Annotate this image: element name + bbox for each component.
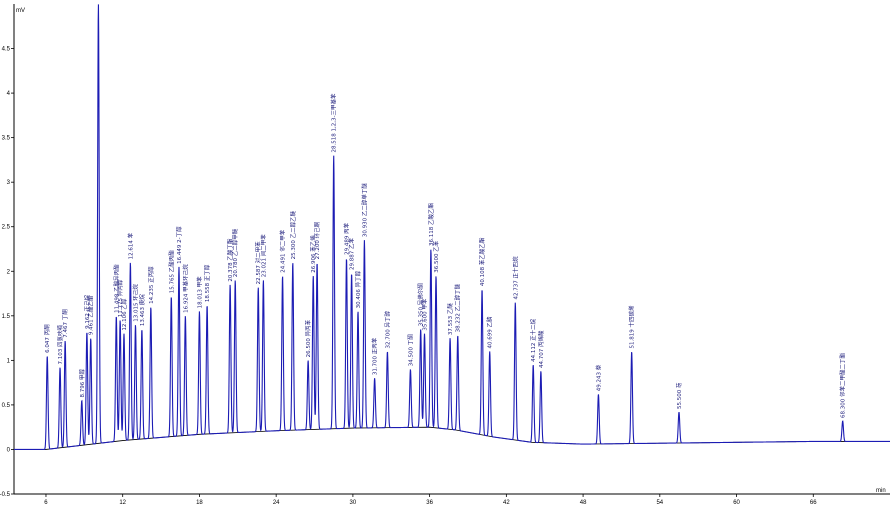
peak-label: 27.200 环己酮 — [314, 221, 321, 259]
x-tick-label: 30 — [350, 500, 357, 506]
x-tick-label: 66 — [810, 500, 817, 506]
peak-label: 18.558 正丁醇 — [203, 264, 211, 302]
peak-label: 29.887 乙苯 — [348, 238, 356, 270]
peak-label: 15.765 乙酸丙酯 — [167, 250, 175, 293]
peak-label: 26.906 苯乙烯 — [309, 235, 317, 273]
peak-label: 7.467 丁酮 — [62, 309, 69, 338]
y-tick-label: 2 — [7, 269, 11, 275]
peak-label: 20.378 乙酸丁酯 — [226, 238, 234, 281]
peak-label: 32.700 异丁醇 — [383, 310, 391, 348]
peak-label: 49.243 萘 — [594, 364, 602, 391]
y-tick-label: 4.5 — [2, 47, 11, 53]
axes — [13, 4, 890, 495]
peak-label: 8.796 甲醇 — [78, 368, 86, 397]
peak-label: 16.924 甲基环己烷 — [181, 264, 189, 313]
peak-label: 44.112 正十二烷 — [529, 318, 537, 361]
peak-label: 7.103 四氢呋喃 — [56, 324, 64, 364]
peak-label: 40.108 苯乙酸乙酯 — [478, 237, 486, 286]
x-tick-label: 54 — [656, 500, 663, 506]
x-tick-label: 48 — [580, 500, 587, 506]
x-ticks: 6 12 18 24 30 36 42 48 54 60 66 — [44, 494, 817, 506]
y-tick-label: 4 — [7, 91, 11, 97]
peak-label: 12.614 苯 — [126, 232, 134, 259]
peak-label: 23.021 间二甲苯 — [259, 234, 267, 277]
peak-label: 16.449 2-丁醇 — [175, 226, 183, 264]
peak-label: 68.300 邻苯二甲酸二丁酯 — [839, 352, 847, 417]
peak-label: 13.463 庚烷 — [138, 294, 146, 326]
y-tick-label: 0 — [7, 447, 11, 453]
peak-label: 20.780 乙二醇甲醚 — [231, 228, 239, 277]
peak-label: 24.491 邻二甲苯 — [279, 229, 287, 272]
y-unit-label: mV — [16, 8, 25, 14]
peak-label: 12.106 乙醇 — [120, 298, 128, 330]
peak-label: 40.699 乙腈 — [486, 316, 494, 348]
peak-label: 22.587 对二甲苯 — [254, 241, 262, 284]
peak-label: 35.350 异佛尔酮 — [417, 283, 425, 326]
signal-trace — [14, 4, 890, 450]
y-tick-label: 0.5 — [2, 403, 11, 409]
peak-label: 11.498 乙酸异丙酯 — [112, 264, 120, 313]
peak-label: 42.737 正十四烷 — [511, 256, 519, 299]
peak-label: 30.406 异丁醇 — [354, 270, 362, 308]
peak-label: 26.500 异丙苯 — [304, 319, 312, 357]
peak-label: 35.600 甲苯 — [421, 298, 429, 330]
x-tick-label: 12 — [119, 500, 126, 506]
y-tick-label: 3 — [7, 180, 11, 186]
peak-label: 6.047 丙酮 — [44, 324, 51, 353]
peak-label: 36.500 乙苯 — [432, 240, 440, 272]
peak-label: 9.162 正己烷 — [83, 294, 91, 328]
y-tick-label: 2.5 — [2, 225, 11, 231]
peak-label: 31.700 正丙苯 — [371, 337, 379, 375]
y-ticks: -0.5 0 0.5 1 1.5 2 2.5 3 3.5 4 4.5 — [0, 47, 14, 498]
x-tick-label: 24 — [273, 500, 280, 506]
peak-label: 51.819 十四碳烯 — [628, 305, 636, 348]
y-tick-label: 1.5 — [2, 314, 11, 320]
peak-label: 37.553 乙醚 — [446, 303, 454, 335]
peak-label: 36.118 乙酸乙酯 — [427, 203, 435, 246]
x-tick-label: 6 — [44, 500, 48, 506]
peak-label: 44.707 丙烯酸 — [537, 330, 545, 368]
y-tick-label: 1 — [7, 358, 11, 364]
peak-label: 9.461 乙酸乙酯 — [87, 295, 95, 335]
peak-label: 29.489 丙苯 — [342, 222, 350, 254]
y-tick-label: -0.5 — [0, 492, 11, 498]
x-tick-label: 60 — [733, 500, 740, 506]
x-tick-label: 18 — [196, 500, 203, 506]
x-unit-label: min — [876, 488, 886, 494]
peak-label: 28.518 1,2,3-三甲基苯 — [330, 93, 338, 152]
y-tick-label: 3.5 — [2, 136, 11, 142]
peak-label: 11.775 异丙醇 — [116, 279, 124, 317]
peak-label: 18.013 甲苯 — [195, 276, 203, 308]
peak-label: 55.500 芴 — [675, 382, 683, 409]
peak-label: 25.300 乙二醇乙醚 — [289, 210, 297, 259]
peak-label: 34.500 丁酮 — [407, 334, 414, 366]
peak-label: 38.232 乙二醇丁醚 — [454, 283, 462, 332]
x-tick-label: 36 — [426, 500, 433, 506]
peak-label: 30.930 乙二醇单丁醚 — [360, 183, 368, 237]
peak-label: 14.235 正丙醇 — [147, 266, 155, 304]
peak-label: 13.015 环己烷 — [131, 284, 139, 322]
x-tick-label: 42 — [503, 500, 510, 506]
